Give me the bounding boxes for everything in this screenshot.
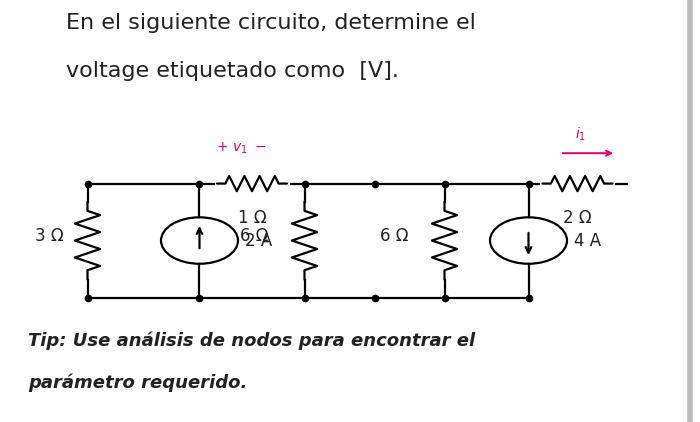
Text: 2 A: 2 A	[245, 232, 272, 249]
Text: parámetro requerido.: parámetro requerido.	[28, 373, 247, 392]
Text: Tip: Use análisis de nodos para encontrar el: Tip: Use análisis de nodos para encontra…	[28, 331, 475, 350]
Text: 4 A: 4 A	[574, 232, 601, 249]
Text: 2 Ω: 2 Ω	[564, 209, 592, 227]
Text: $i_1$: $i_1$	[575, 126, 587, 143]
Text: 3 Ω: 3 Ω	[35, 227, 63, 245]
Text: 1 Ω: 1 Ω	[238, 209, 266, 227]
Text: $+\ v_1\ -$: $+\ v_1\ -$	[216, 141, 267, 156]
Text: voltage etiquetado como  [V].: voltage etiquetado como [V].	[66, 61, 400, 81]
Text: 6 Ω: 6 Ω	[379, 227, 408, 245]
Text: 6 Ω: 6 Ω	[239, 227, 268, 245]
Text: En el siguiente circuito, determine el: En el siguiente circuito, determine el	[66, 13, 477, 32]
